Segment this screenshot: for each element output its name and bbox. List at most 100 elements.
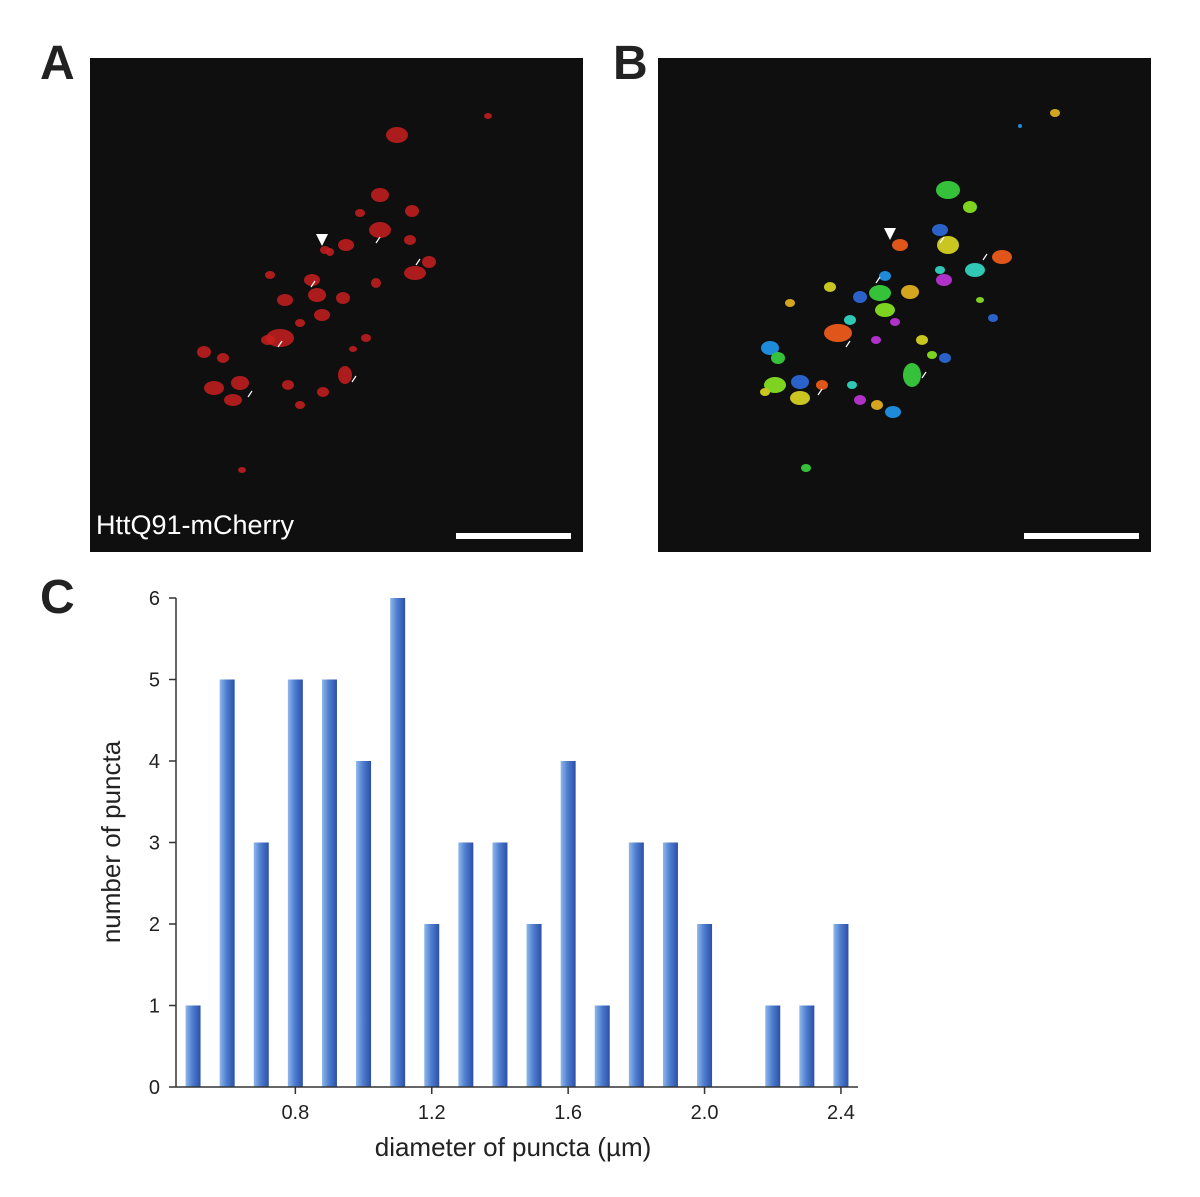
red-punctum [317,387,329,397]
red-punctum [369,222,391,238]
colored-punctum [871,336,881,344]
x-axis-title: diameter of puncta (µm) [375,1132,652,1162]
red-punctum [308,288,326,302]
colored-punctum [885,406,901,418]
colored-punctum [760,388,770,396]
arrow-marker [845,340,851,348]
colored-punctum [890,318,900,326]
colored-punctum [869,285,891,301]
y-tick-label: 1 [149,996,160,1018]
colored-punctum [875,303,895,317]
y-axis-title: number of puncta [96,740,126,943]
red-punctum [338,239,354,251]
colored-punctum [937,236,959,254]
red-punctum [261,335,275,345]
arrow-marker [310,280,316,288]
histogram-bar [526,924,542,1087]
colored-punctum [871,400,883,410]
histogram-bar [424,924,440,1087]
puncta-diameter-histogram: 0 1 2 3 4 5 6 0.8 1.2 1.6 2.0 2.4 diameter of punct… [96,588,858,1162]
histogram-bar [697,924,713,1087]
red-punctum [277,294,293,306]
colored-punctum [761,341,779,355]
red-puncta-image [197,113,492,473]
colored-punctum [790,391,810,405]
arrow-marker [415,258,421,266]
arrow-marker [247,390,253,398]
colored-punctum [854,395,866,405]
red-punctum [484,113,492,119]
x-tick-label: 2.0 [691,1102,719,1124]
colored-punctum [853,291,867,303]
colored-punctum [785,299,795,307]
micrograph-3d-rendering [658,58,1151,552]
histogram-axes: 0 1 2 3 4 5 6 0.8 1.2 1.6 2.0 2.4 [149,588,858,1124]
colored-punctum [903,363,921,387]
colored-punctum [992,250,1012,264]
red-punctum [295,401,305,409]
red-punctum [371,278,381,288]
y-tick-label: 5 [149,670,160,692]
y-tick-label: 4 [149,751,160,773]
red-punctum [217,353,229,363]
histogram-bar [458,842,474,1087]
red-punctum [197,346,211,358]
arrow-marker [982,253,988,261]
arrowhead-marker [884,228,896,240]
colored-punctum [764,377,786,393]
x-tick-label: 1.2 [418,1102,446,1124]
arrow-marker [875,276,881,284]
y-tick-label: 2 [149,914,160,936]
red-punctum [338,366,352,384]
red-punctum [224,394,242,406]
histogram-bar [287,679,303,1087]
colored-punctum [988,314,998,322]
histogram-bar [356,761,372,1087]
red-punctum [404,235,416,245]
red-punctum [361,334,371,342]
histogram-bar [253,842,269,1087]
colored-punctum [847,381,857,389]
red-punctum [405,205,419,217]
colored-punctum [965,263,985,277]
red-punctum [238,467,246,473]
colored-punctum [824,324,852,342]
arrow-marker [939,236,945,244]
histogram-bar [560,761,576,1087]
micrograph-httq91-mcherry: HttQ91-mCherry [90,58,583,552]
red-punctum [336,292,350,304]
arrow-marker [921,371,927,379]
red-punctum [304,274,320,286]
histogram-bar [833,924,849,1087]
arrow-marker [351,375,357,383]
x-tick-label: 1.6 [554,1102,582,1124]
red-punctum [282,380,294,390]
colored-punctum [901,285,919,299]
colored-punctum [816,380,828,390]
red-punctum [355,209,365,217]
panel-letter-a: A [40,37,75,90]
red-punctum [265,271,275,279]
y-tick-label: 3 [149,833,160,855]
colored-punctum [1018,124,1022,128]
colored-punctum [879,271,891,281]
red-punctum [314,309,330,321]
red-punctum [326,248,334,256]
histogram-bars [185,598,849,1087]
red-punctum [349,346,357,352]
arrowhead-marker [316,234,328,246]
colored-punctum [936,274,952,286]
histogram-bar [219,679,235,1087]
histogram-bar [662,842,678,1087]
red-punctum [204,381,224,395]
colored-punctum [1050,109,1060,117]
panel-letter-b: B [613,37,648,90]
histogram-bar [628,842,644,1087]
y-tick-label: 6 [149,588,160,610]
red-punctum [386,127,408,143]
colored-punctum [916,335,928,345]
y-tick-label: 0 [149,1077,160,1099]
colored-punctum [936,181,960,199]
histogram-bar [594,1005,610,1087]
micrograph-label: HttQ91-mCherry [96,510,295,540]
